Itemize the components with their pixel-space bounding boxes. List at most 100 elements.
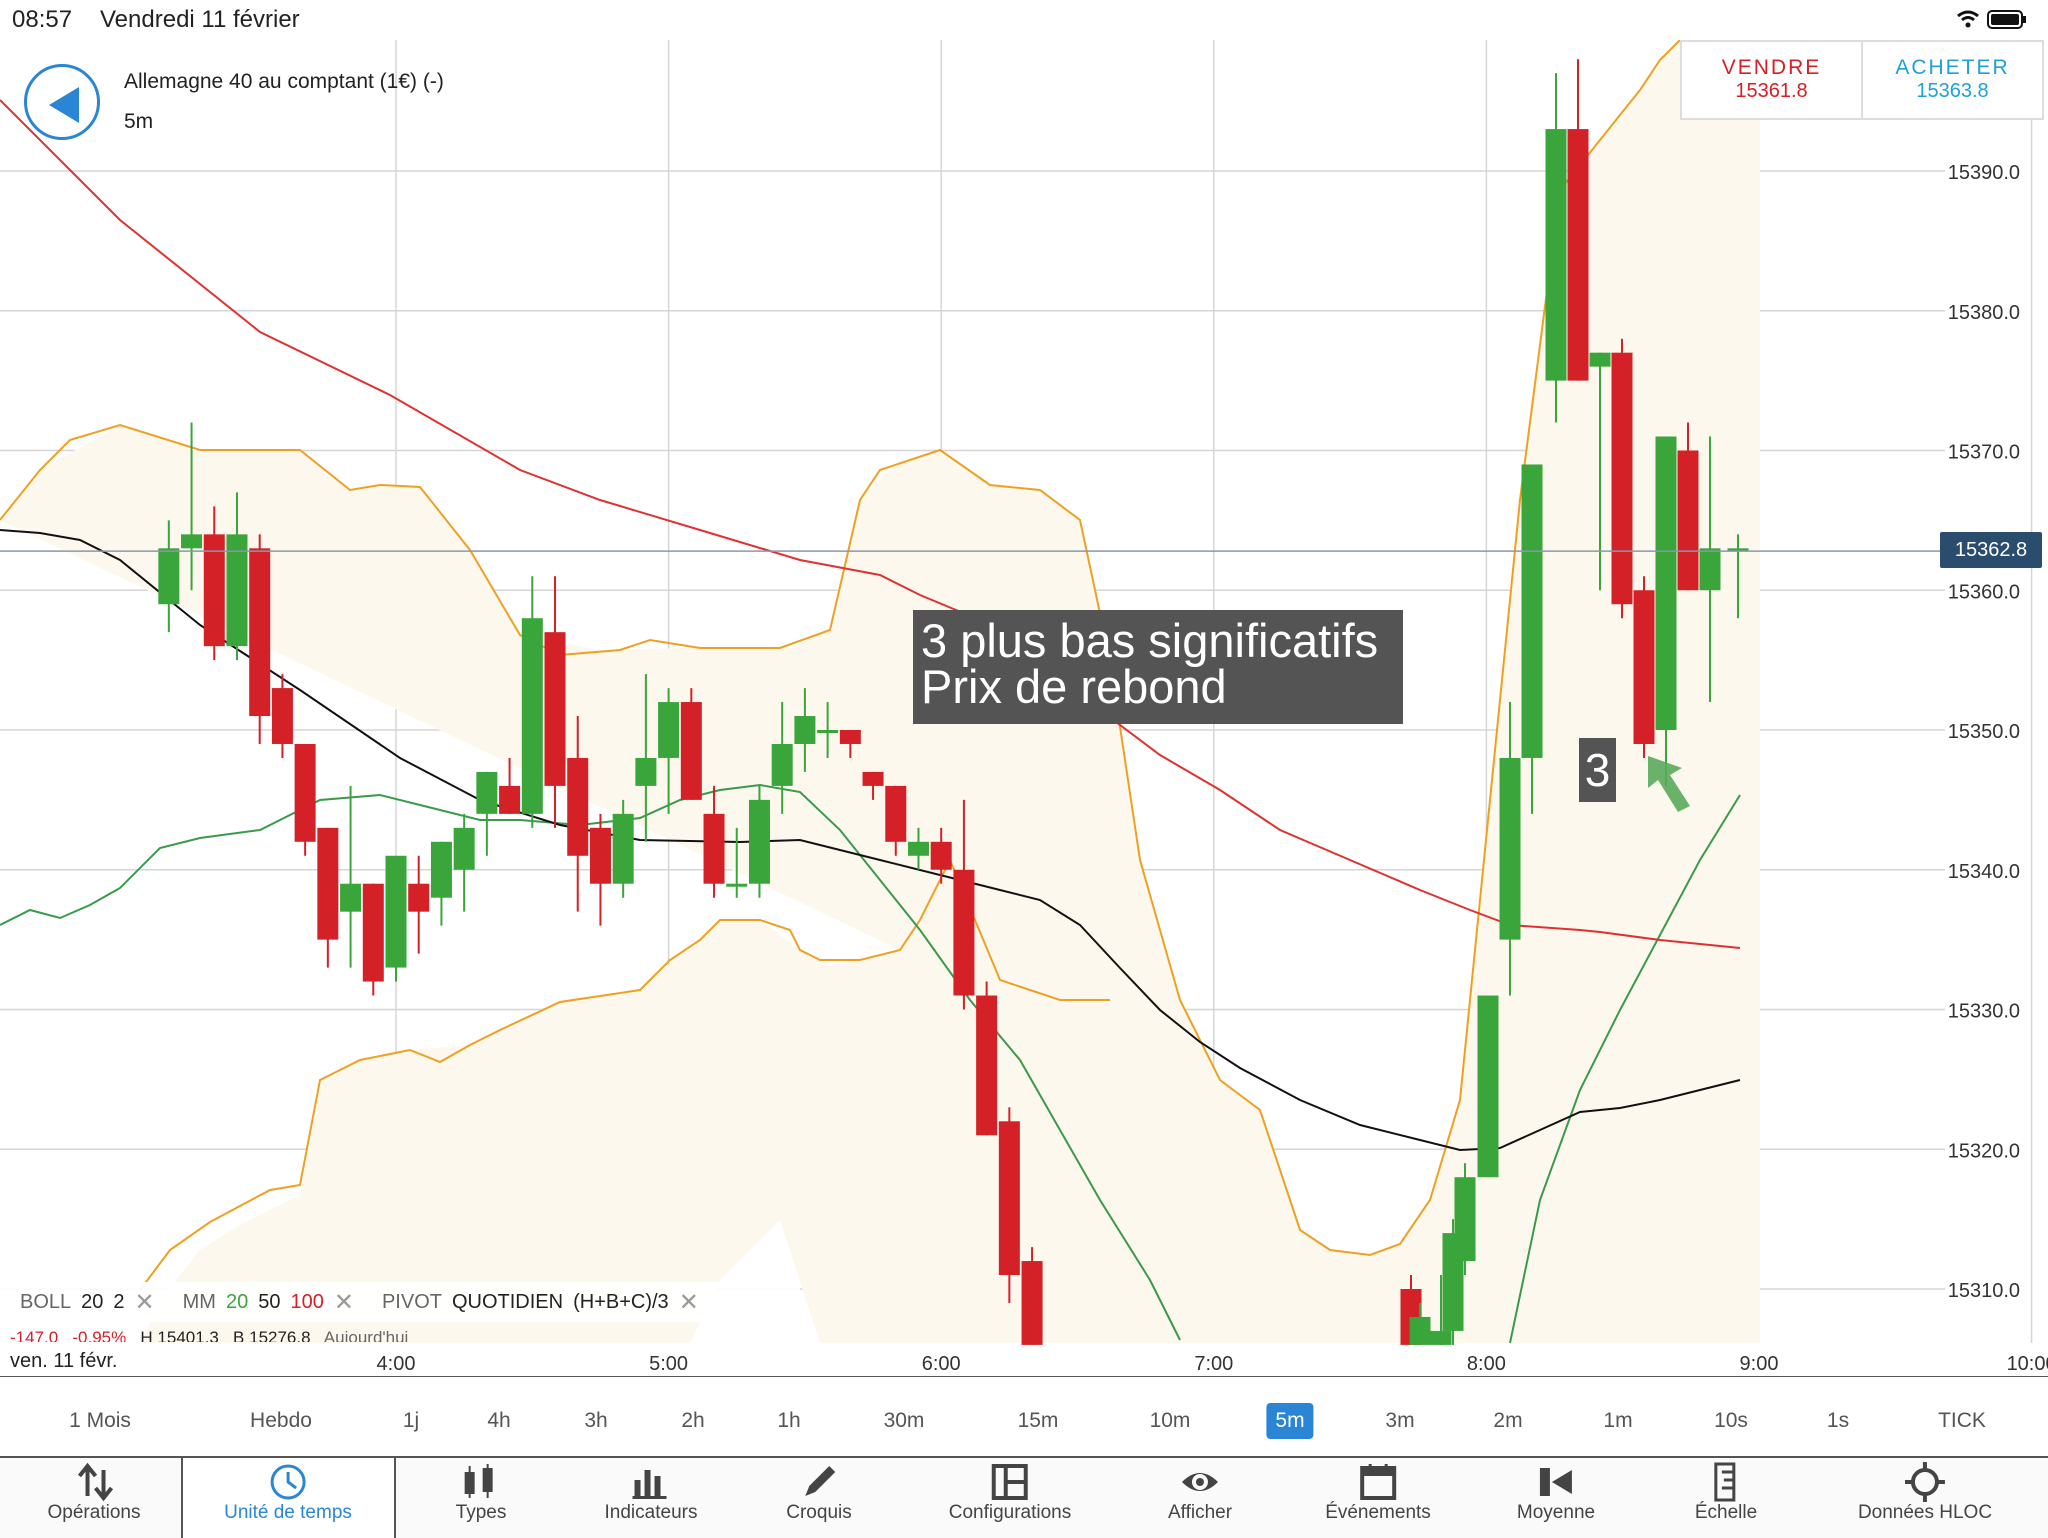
candle-body [1477, 995, 1499, 1178]
candle-body [703, 813, 725, 884]
instrument-title: Allemagne 40 au comptant (1€) (-) [124, 70, 444, 93]
toolbar-pencil[interactable]: Croquis [786, 1458, 852, 1538]
timeframe-3m[interactable]: 3m [1385, 1409, 1415, 1432]
stats-row: -147.0 -0.95% H 15401.3 B 15276.8 Aujour… [10, 1328, 530, 1342]
candle-body [726, 883, 748, 887]
count-badge[interactable]: 3 [1579, 738, 1616, 802]
toolbar-calendar[interactable]: Événements [1325, 1458, 1431, 1538]
candle-body [1499, 757, 1521, 940]
timeframe-1s[interactable]: 1s [1826, 1409, 1850, 1432]
candle-body [408, 883, 430, 912]
candle-body [1454, 1177, 1476, 1262]
annotation-label[interactable]: 3 plus bas significatifs Prix de rebond [913, 610, 1403, 724]
timeframe-tick[interactable]: TICK [1938, 1409, 1986, 1432]
sell-button[interactable]: VENDRE 15361.8 [1682, 42, 1861, 118]
toolbar-bar-chart[interactable]: Indicateurs [604, 1458, 698, 1538]
pivot-p2: (H+B+C)/3 [573, 1290, 669, 1313]
trade-box: VENDRE 15361.8 ACHETER 15363.8 [1680, 40, 2044, 120]
timeframe-5m[interactable]: 5m [1266, 1403, 1314, 1439]
toolbar-candlestick[interactable]: Types [455, 1458, 507, 1538]
timeframe-30m[interactable]: 30m [883, 1409, 925, 1432]
volume-icon [1539, 1468, 1572, 1496]
indicator-legend: BOLL 20 2 ✕ MM 20 50 100 ✕ PIVOT QUOTIDI… [0, 1282, 800, 1322]
back-button[interactable] [24, 64, 100, 140]
candle-body [839, 730, 861, 744]
bar-chart-icon [632, 1470, 667, 1499]
toolbar-ruler[interactable]: Échelle [1695, 1458, 1757, 1538]
candle-body [499, 785, 521, 814]
toolbar-volume[interactable]: Moyenne [1517, 1458, 1595, 1538]
candle-body [1589, 352, 1611, 367]
y-tick-label: 15320.0 [1948, 1140, 2020, 1162]
toolbar-clock[interactable]: Unité de temps [224, 1458, 352, 1538]
timeframe-4h[interactable]: 4h [487, 1409, 511, 1432]
timeframe-1m[interactable]: 1m [1603, 1409, 1633, 1432]
toolbar-label: Moyenne [1516, 1502, 1596, 1523]
remove-mm-icon[interactable]: ✕ [333, 1288, 354, 1316]
toolbar-label: Événements [1325, 1502, 1431, 1523]
candle-body [998, 1121, 1020, 1276]
timeframe-hebdo[interactable]: Hebdo [250, 1409, 312, 1432]
x-tick-label: 8:00 [1467, 1353, 1506, 1375]
mm-name: MM [182, 1290, 216, 1313]
buy-button[interactable]: ACHETER 15363.8 [1861, 42, 2042, 118]
timeframe-2h[interactable]: 2h [681, 1409, 705, 1432]
timeframe-2m[interactable]: 2m [1493, 1409, 1523, 1432]
stats-low: B 15276.8 [233, 1328, 311, 1342]
mm-p2: 50 [258, 1290, 281, 1313]
toolbar-label: Indicateurs [604, 1502, 698, 1523]
timeframe-1h[interactable]: 1h [777, 1409, 801, 1432]
toolbar-eye[interactable]: Afficher [1168, 1458, 1232, 1538]
status-icons [1954, 8, 2028, 39]
mm-p1: 20 [225, 1290, 249, 1313]
clock-icon [270, 1464, 306, 1500]
timeframe-1j[interactable]: 1j [402, 1409, 420, 1432]
candle-body [862, 771, 884, 786]
timeframe-10s[interactable]: 10s [1714, 1409, 1748, 1432]
timeframe-10m[interactable]: 10m [1149, 1409, 1191, 1432]
y-tick-label: 15360.0 [1948, 581, 2020, 603]
boll-name: BOLL [20, 1290, 72, 1313]
calendar-icon [1360, 1464, 1396, 1500]
candle-body [748, 799, 770, 884]
candle-body [612, 813, 634, 884]
boll-p1: 20 [81, 1290, 104, 1313]
x-tick-label: 7:00 [1194, 1353, 1233, 1375]
price-chart[interactable]: 15390.0 15380.0 15370.0 15360.0 15350.0 15340… [0, 40, 2048, 1377]
timeframe-3h[interactable]: 3h [584, 1409, 608, 1432]
candle-body [976, 995, 998, 1136]
candle-body [885, 785, 907, 842]
back-arrow-icon [49, 87, 79, 123]
status-time: 08:57 [12, 6, 73, 33]
instrument-timeframe: 5m [124, 110, 154, 133]
toolbar-operations[interactable]: Opérations [48, 1458, 140, 1538]
candle-body [453, 827, 475, 870]
toolbar-crosshair[interactable]: Données HLOC [1858, 1458, 1992, 1538]
candle-body [771, 743, 793, 786]
toolbar-layout[interactable]: Configurations [949, 1458, 1071, 1538]
candle-body [317, 827, 339, 940]
x-tick-label: 10:00 [2007, 1353, 2048, 1375]
toolbar-label: Types [455, 1502, 507, 1523]
stats-change: -147.0 [10, 1328, 59, 1342]
y-tick-label: 15390.0 [1948, 162, 2020, 184]
operations-icon [78, 1462, 114, 1502]
candle-body [181, 534, 203, 549]
eye-icon [1181, 1473, 1218, 1491]
toolbar-label: Croquis [786, 1502, 852, 1523]
candle-body [249, 548, 271, 717]
timeframe-15m[interactable]: 15m [1017, 1409, 1059, 1432]
remove-boll-icon[interactable]: ✕ [134, 1288, 155, 1316]
candle-body [1409, 1316, 1431, 1345]
timeframe-1-mois[interactable]: 1 Mois [69, 1409, 131, 1432]
candle-body [1655, 436, 1677, 730]
candle-body [1430, 1330, 1452, 1345]
pivot-p1: QUOTIDIEN [451, 1290, 564, 1313]
remove-pivot-icon[interactable]: ✕ [678, 1288, 699, 1316]
toolbar-label: Unité de temps [224, 1502, 352, 1523]
candle-body [1521, 464, 1543, 758]
sell-label: VENDRE [1721, 56, 1822, 79]
bollinger-band-fill [0, 40, 1760, 1343]
candle-body [203, 534, 225, 647]
stats-high: H 15401.3 [140, 1328, 219, 1342]
